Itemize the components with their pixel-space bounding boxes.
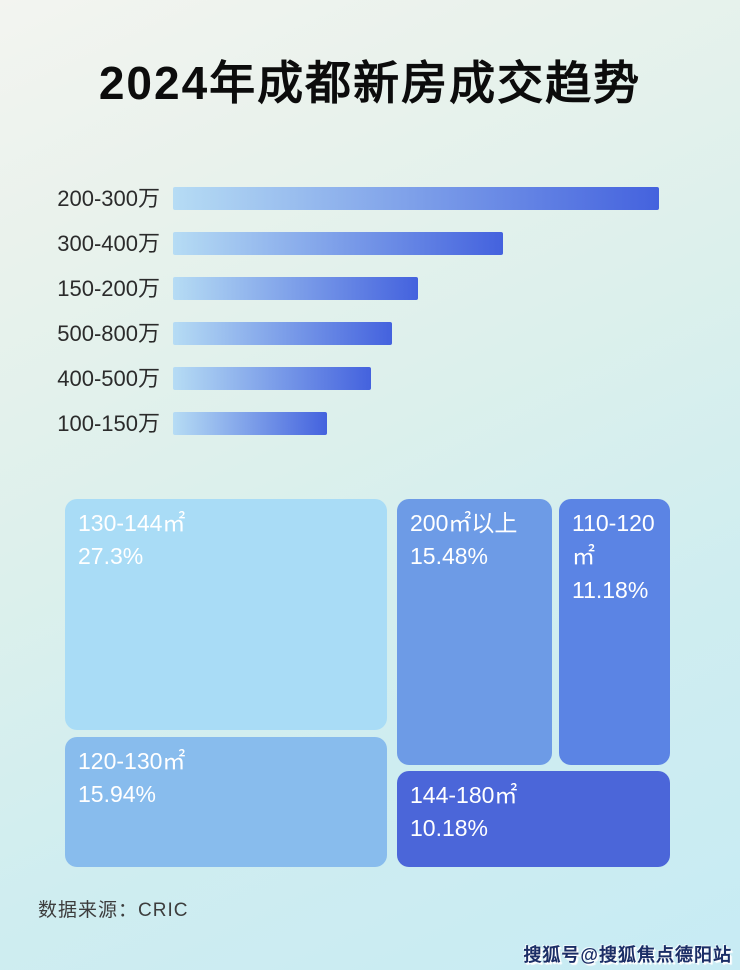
price-band-bar-chart: 200-300万 300-400万 150-200万 500-800万 400-…	[20, 187, 659, 457]
treemap-block-percent: 10.18%	[410, 815, 489, 842]
data-source-label: 数据来源：CRIC	[38, 900, 189, 921]
bar-fill	[173, 187, 659, 210]
treemap-block-label: 200㎡以上	[410, 510, 518, 536]
bar-label: 150-200万	[57, 275, 160, 301]
bar-track	[173, 232, 659, 255]
treemap-block: 130-144㎡ 27.3%	[65, 499, 387, 730]
treemap-block-label: 130-144㎡	[78, 510, 186, 536]
bar-label: 200-300万	[57, 185, 160, 211]
bar-row: 200-300万	[20, 187, 659, 210]
bar-fill	[173, 277, 418, 300]
bar-label: 400-500万	[57, 365, 160, 391]
treemap-block: 120-130㎡ 15.94%	[65, 737, 387, 867]
bar-track	[173, 412, 659, 435]
treemap-block: 110-120㎡ 11.18%	[559, 499, 670, 765]
bar-label: 100-150万	[57, 410, 160, 436]
treemap-block-percent: 11.18%	[572, 576, 649, 603]
treemap-block-label: 110-120㎡	[572, 510, 655, 570]
bar-fill	[173, 367, 371, 390]
treemap-block-percent: 27.3%	[78, 543, 144, 570]
watermark-label: 搜狐号@搜狐焦点德阳站	[523, 945, 732, 965]
bar-label: 500-800万	[57, 320, 160, 346]
bar-track	[173, 187, 659, 210]
bar-label: 300-400万	[57, 230, 160, 256]
bar-fill	[173, 412, 328, 435]
bar-fill	[173, 232, 503, 255]
bar-track	[173, 277, 659, 300]
bar-row: 500-800万	[20, 322, 659, 345]
bar-row: 400-500万	[20, 367, 659, 390]
bar-row: 100-150万	[20, 412, 659, 435]
treemap-block-label: 120-130㎡	[78, 748, 186, 774]
bar-track	[173, 367, 659, 390]
bar-fill	[173, 322, 393, 345]
treemap-block: 200㎡以上 15.48%	[397, 499, 552, 765]
treemap-block: 144-180㎡ 10.18%	[397, 771, 670, 867]
treemap-block-percent: 15.48%	[410, 543, 489, 570]
page-title: 2024年成都新房成交趋势	[98, 57, 642, 109]
treemap-block-percent: 15.94%	[78, 781, 157, 808]
bar-row: 150-200万	[20, 277, 659, 300]
treemap-block-label: 144-180㎡	[410, 782, 518, 808]
bar-track	[173, 322, 659, 345]
bar-row: 300-400万	[20, 232, 659, 255]
